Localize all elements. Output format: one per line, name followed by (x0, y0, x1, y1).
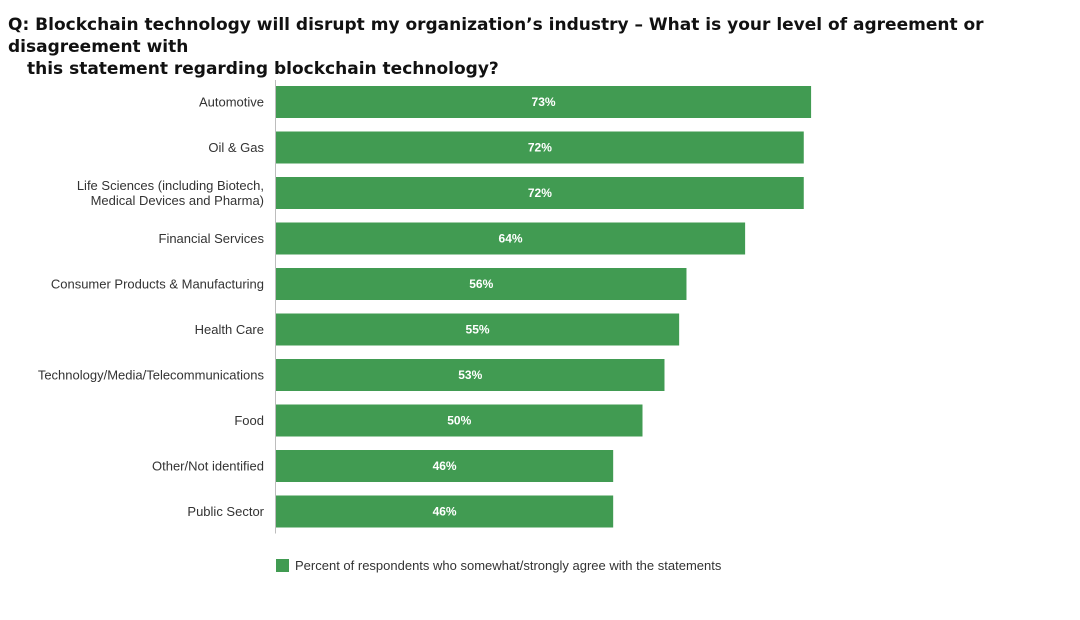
category-label: Other/Not identified (152, 459, 264, 474)
bar (276, 222, 746, 255)
question-line-1: Q: Blockchain technology will disrupt my… (8, 15, 984, 57)
category-label: Oil & Gas (208, 140, 264, 155)
question-line-2: this statement regarding blockchain tech… (27, 59, 499, 79)
bar (276, 404, 643, 437)
data-label: 55% (466, 323, 490, 337)
category-label: Public Sector (187, 504, 264, 519)
data-label: 46% (433, 505, 457, 519)
legend: Percent of respondents who somewhat/stro… (276, 558, 721, 573)
data-label: 53% (458, 368, 482, 382)
data-label: 72% (528, 141, 552, 155)
data-label: 50% (447, 414, 471, 428)
data-label: 73% (532, 95, 556, 109)
data-label: 64% (499, 232, 523, 246)
bar (276, 268, 687, 300)
data-label: 72% (528, 186, 552, 200)
category-label: Health Care (195, 322, 264, 337)
legend-swatch (276, 559, 289, 572)
bar (276, 86, 812, 118)
category-label: Automotive (199, 95, 264, 110)
data-label: 46% (433, 459, 457, 473)
category-label: Life Sciences (including Biotech, Medical… (77, 178, 264, 208)
bar (276, 450, 614, 482)
bar (276, 177, 804, 209)
bar (276, 131, 804, 164)
category-label: Technology/Media/Telecommunications (38, 368, 265, 383)
category-label: Consumer Products & Manufacturing (51, 277, 264, 292)
category-label: Food (234, 413, 264, 428)
bar (276, 313, 680, 346)
legend-label: Percent of respondents who somewhat/stro… (295, 558, 722, 573)
data-label: 56% (469, 277, 493, 291)
bar (276, 495, 614, 528)
question-title: Q: Blockchain technology will disrupt my… (8, 14, 1068, 80)
category-label: Financial Services (159, 231, 265, 246)
bar (276, 359, 665, 391)
